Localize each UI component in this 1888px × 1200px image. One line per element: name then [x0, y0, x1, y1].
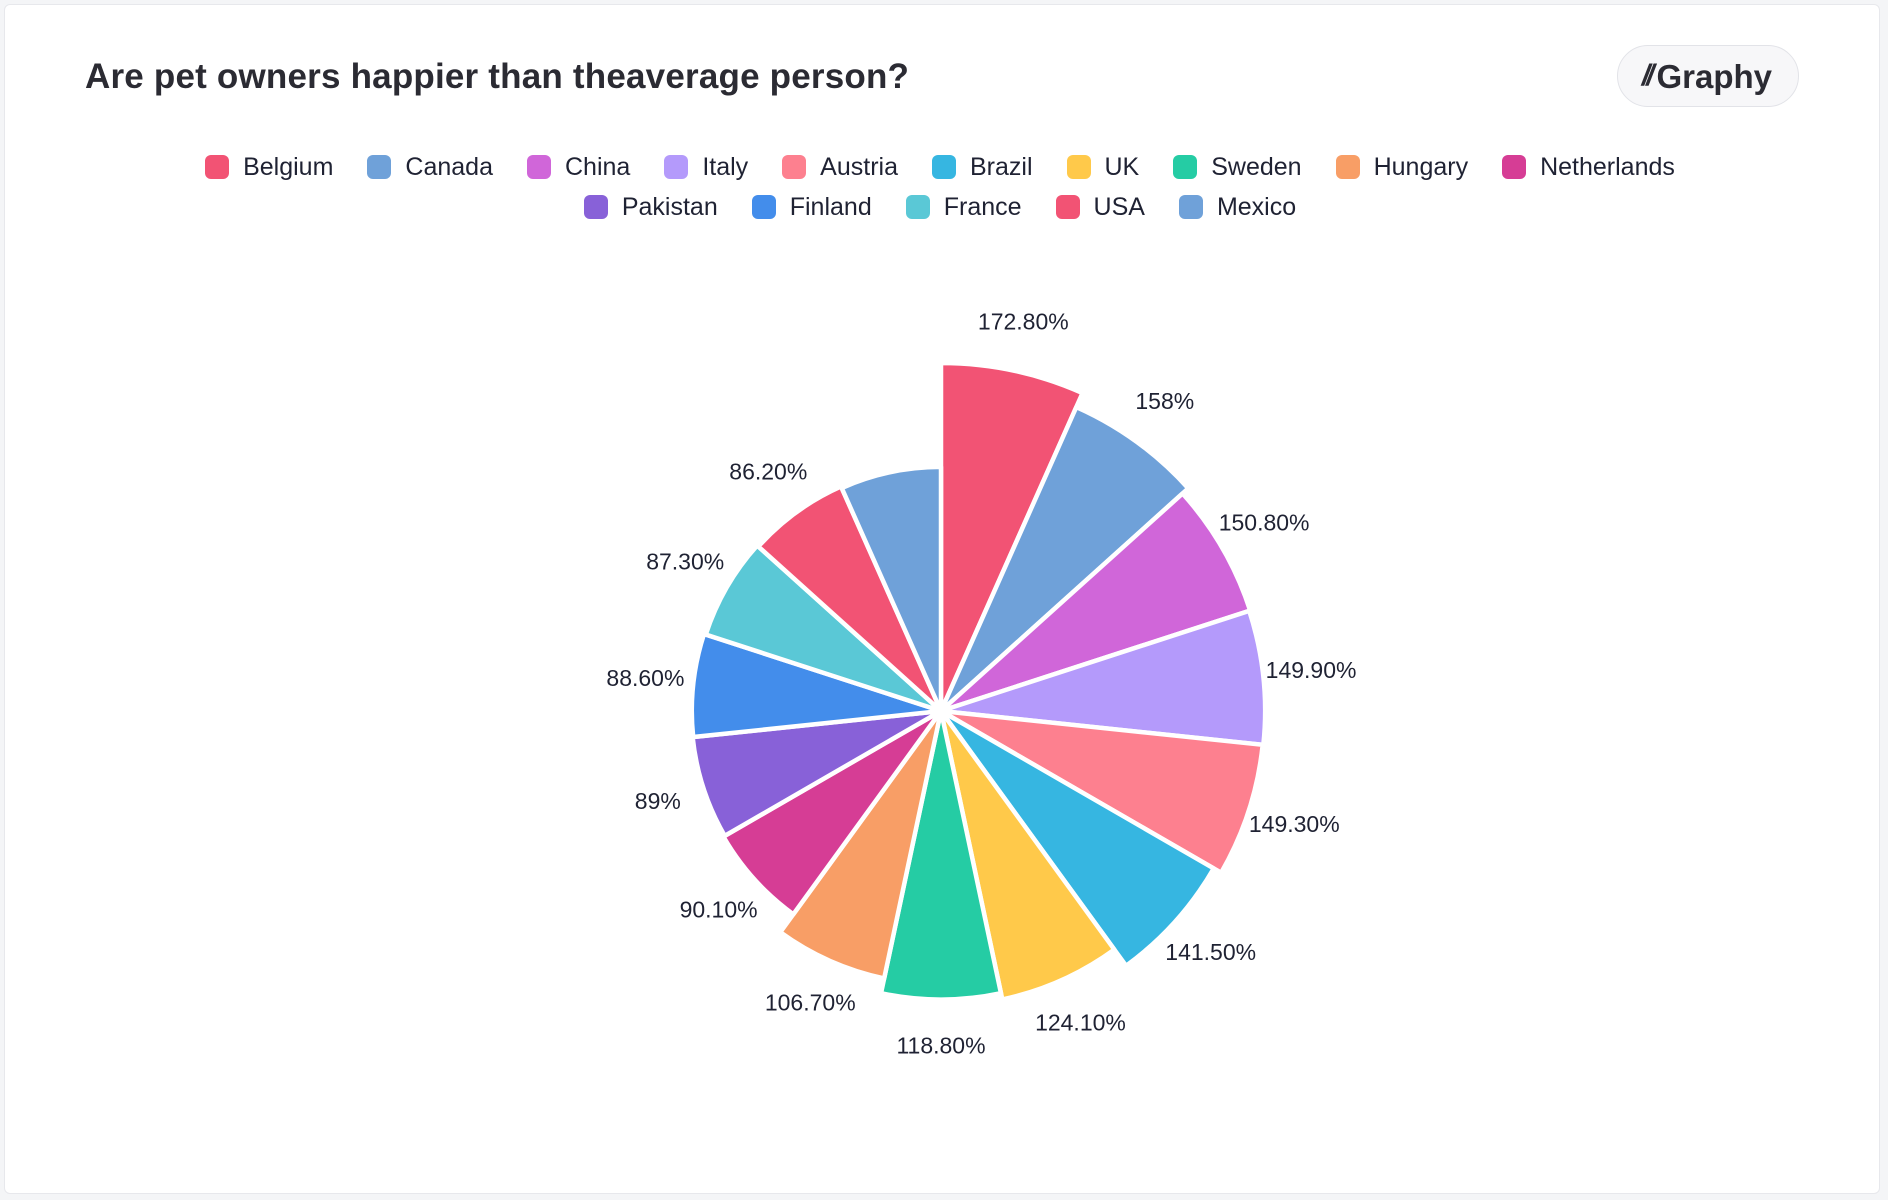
- slice-value-label: 124.10%: [1035, 1009, 1126, 1035]
- legend-item[interactable]: Finland: [751, 192, 872, 221]
- legend-swatch: [1502, 155, 1527, 179]
- pie-slice[interactable]: [878, 708, 1004, 1002]
- legend-item[interactable]: Netherlands: [1502, 153, 1675, 181]
- legend-label: Sweden: [1211, 152, 1302, 181]
- legend-item[interactable]: Austria: [782, 153, 898, 181]
- slice-value-label: 89%: [635, 788, 681, 814]
- legend-swatch: [905, 195, 930, 219]
- legend-label: Austria: [820, 152, 898, 181]
- legend-item[interactable]: Mexico: [1178, 192, 1297, 221]
- legend-label: China: [564, 152, 631, 181]
- slice-value-label: 150.80%: [1219, 510, 1310, 536]
- legend-item[interactable]: Sweden: [1173, 152, 1302, 181]
- legend-swatch: [1055, 195, 1080, 219]
- legend-label: Canada: [405, 152, 493, 181]
- slice-value-label: 88.60%: [606, 665, 684, 691]
- legend-label: Pakistan: [621, 192, 718, 221]
- legend-item[interactable]: China: [526, 152, 631, 181]
- slice-value-label: 172.80%: [978, 309, 1069, 335]
- legend-item[interactable]: Brazil: [931, 152, 1033, 181]
- legend-item[interactable]: Hungary: [1335, 152, 1469, 181]
- legend-swatch: [583, 195, 608, 219]
- pie-slice[interactable]: [839, 464, 944, 714]
- pie-slice[interactable]: [938, 360, 1085, 714]
- legend-item[interactable]: Italy: [664, 153, 748, 181]
- legend-label: USA: [1093, 192, 1145, 221]
- legend-swatch: [751, 195, 776, 219]
- pie-slice[interactable]: [778, 708, 944, 981]
- legend-item[interactable]: Pakistan: [583, 192, 718, 221]
- legend-label: UK: [1104, 152, 1140, 181]
- legend-swatch: [782, 155, 807, 179]
- legend-label: Hungary: [1373, 152, 1469, 181]
- slice-value-label: 118.80%: [896, 1033, 985, 1059]
- pie-slice[interactable]: [938, 404, 1191, 714]
- slice-value-label: 90.10%: [680, 896, 758, 922]
- chart-legend: Belgium Canada China Italy Austria Brazil UK Sw…: [115, 153, 1765, 221]
- legend-item[interactable]: UK: [1066, 152, 1140, 181]
- pie-slice[interactable]: [938, 608, 1268, 748]
- legend-item[interactable]: France: [905, 192, 1022, 221]
- legend-label: Belgium: [243, 152, 334, 181]
- slice-value-label: 149.30%: [1249, 811, 1340, 837]
- legend-item[interactable]: Canada: [367, 153, 493, 181]
- slice-value-label: 141.50%: [1165, 939, 1256, 965]
- brand-name: Graphy: [1656, 57, 1772, 95]
- chart-card: Are pet owners happier than theaverage p…: [4, 4, 1880, 1194]
- slice-value-label: 87.30%: [646, 548, 724, 574]
- pie-slice[interactable]: [938, 708, 1117, 1002]
- legend-swatch: [367, 155, 392, 179]
- slice-value-label: 106.70%: [765, 990, 856, 1016]
- slice-value-label: 86.20%: [729, 458, 807, 484]
- legend-label: Italy: [702, 152, 749, 181]
- legend-label: Brazil: [969, 152, 1033, 181]
- legend-swatch: [526, 155, 551, 179]
- pie-slice[interactable]: [938, 708, 1216, 969]
- pie-slice[interactable]: [938, 491, 1253, 714]
- pie-slice[interactable]: [938, 708, 1265, 875]
- legend-item[interactable]: Belgium: [205, 153, 333, 181]
- slice-value-label: 149.90%: [1266, 657, 1357, 683]
- legend-swatch: [664, 155, 689, 179]
- legend-swatch: [1178, 195, 1203, 219]
- pie-chart: 172.80% 158% 150.80% 149.90% 149.30% 141.50% 1…: [606, 309, 1357, 1059]
- legend-swatch: [1173, 155, 1198, 179]
- legend-label: Mexico: [1216, 192, 1297, 221]
- legend-swatch: [1335, 155, 1360, 179]
- slice-value-label: 158%: [1135, 388, 1194, 414]
- legend-item[interactable]: USA: [1055, 192, 1145, 221]
- legend-label: France: [943, 192, 1022, 221]
- legend-label: Netherlands: [1540, 152, 1675, 181]
- legend-swatch: [931, 155, 956, 179]
- legend-swatch: [1066, 155, 1091, 179]
- legend-swatch: [205, 155, 230, 179]
- graphy-brand-badge[interactable]: // Graphy: [1616, 45, 1799, 107]
- chart-title: Are pet owners happier than theaverage p…: [85, 57, 910, 96]
- legend-label: Finland: [789, 192, 872, 221]
